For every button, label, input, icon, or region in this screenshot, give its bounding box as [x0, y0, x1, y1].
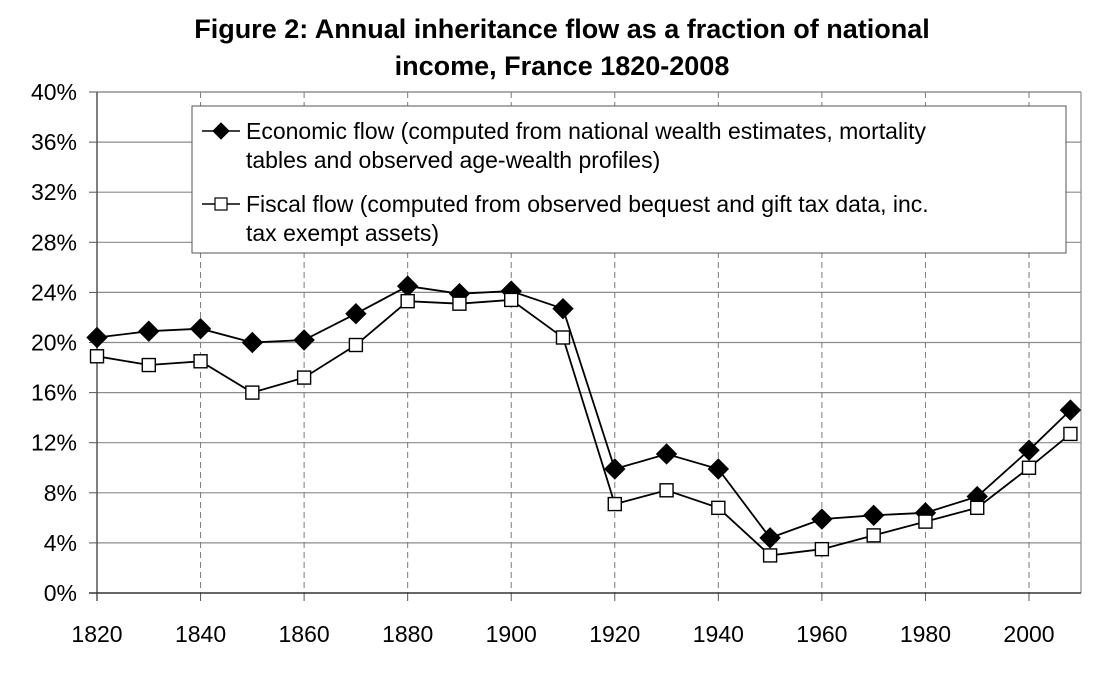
legend-entry-economic-flow: Economic flow (computed from national we… — [202, 118, 927, 173]
x-tick-label: 1840 — [175, 621, 226, 647]
fiscal-flow-point — [452, 296, 467, 311]
economic-flow-point — [1018, 439, 1040, 461]
economic-flow-point — [604, 458, 626, 480]
economic-flow-point — [241, 331, 264, 354]
x-tick-label: 2000 — [1003, 621, 1054, 647]
legend-diamond-marker-icon — [212, 122, 230, 140]
economic-flow-point — [396, 275, 419, 297]
economic-flow-point — [293, 329, 315, 351]
economic-flow-point — [552, 297, 574, 320]
x-tick-label: 1960 — [796, 621, 847, 647]
series — [86, 275, 1082, 563]
fiscal-flow-point — [348, 337, 364, 353]
fiscal-flow-point — [918, 514, 933, 529]
y-tick-label: 0% — [44, 580, 77, 606]
y-tick-label: 36% — [31, 129, 77, 155]
economic-flow-point — [655, 443, 678, 465]
economic-flow-point — [189, 318, 212, 340]
economic-flow-point — [1059, 399, 1082, 421]
economic-flow-point — [707, 458, 730, 480]
legend-square-marker-icon — [214, 197, 228, 211]
y-tick-label: 32% — [31, 179, 77, 205]
fiscal-flow-point — [193, 354, 208, 369]
x-tick-label: 1920 — [589, 621, 640, 647]
y-tick-label: 28% — [31, 229, 77, 255]
fiscal-flow-line — [96, 298, 1071, 557]
economic-flow-point — [86, 326, 108, 349]
x-tick-label: 1820 — [71, 621, 122, 647]
x-axis-tick-labels: 1820 1840 1860 1880 1900 1920 1940 1960 1980 2000 — [71, 621, 1054, 647]
y-tick-label: 8% — [44, 480, 77, 506]
fiscal-flow-point — [504, 292, 519, 308]
fiscal-flow-point — [711, 500, 726, 516]
legend-fiscal-text-line-1: Fiscal flow (computed from observed bequ… — [246, 191, 929, 217]
legend-box — [191, 105, 1067, 254]
fiscal-flow-point — [607, 496, 622, 512]
fiscal-flow-point — [1063, 426, 1078, 442]
legend-fiscal-text-line-2: tax exempt assets) — [246, 220, 439, 246]
legend: Economic flow (computed from national we… — [191, 105, 1067, 254]
economic-flow-point — [138, 320, 160, 342]
fiscal-flow-point — [400, 293, 415, 309]
y-tick-label: 4% — [44, 530, 77, 556]
y-tick-label: 16% — [31, 380, 77, 406]
fiscal-flow-point — [245, 385, 260, 400]
economic-flow-point — [862, 504, 885, 527]
fiscal-flow-point — [970, 500, 985, 516]
x-tick-label: 1860 — [279, 621, 330, 647]
chart-title: Figure 2: Annual inheritance flow as a f… — [194, 14, 930, 81]
economic-flow-point — [759, 527, 781, 549]
fiscal-flow-point — [89, 349, 105, 364]
economic-flow-point — [811, 508, 833, 530]
fiscal-flow-point — [659, 483, 674, 498]
legend-economic-text-line-1: Economic flow (computed from national we… — [246, 118, 927, 144]
chart-title-line-2: income, France 1820-2008 — [395, 51, 730, 81]
x-tick-label: 1980 — [900, 621, 951, 647]
fiscal-flow-point — [762, 548, 778, 563]
y-tick-label: 12% — [31, 430, 77, 456]
economic-flow-point — [345, 302, 367, 325]
chart-title-line-1: Figure 2: Annual inheritance flow as a f… — [194, 14, 930, 44]
fiscal-flow-point — [555, 330, 571, 345]
x-tick-label: 1940 — [693, 621, 744, 647]
economic-flow-line — [96, 285, 1072, 539]
y-tick-label: 40% — [31, 79, 77, 105]
legend-entry-fiscal-flow: Fiscal flow (computed from observed bequ… — [202, 191, 929, 246]
fiscal-flow-point — [141, 357, 156, 373]
y-tick-label: 20% — [31, 330, 77, 356]
y-axis-tick-labels: 0% 4% 8% 12% 16% 20% 24% 28% 32% 36% 40% — [31, 79, 77, 606]
fiscal-flow-point — [866, 528, 881, 543]
y-tick-label: 24% — [31, 279, 77, 305]
fiscal-flow-point — [814, 541, 830, 557]
x-tick-label: 1880 — [382, 621, 433, 647]
legend-economic-text-line-2: tables and observed age-wealth profiles) — [246, 147, 660, 173]
x-tick-label: 1900 — [486, 621, 537, 647]
fiscal-flow-point — [1021, 460, 1037, 475]
fiscal-flow-point — [296, 370, 312, 385]
